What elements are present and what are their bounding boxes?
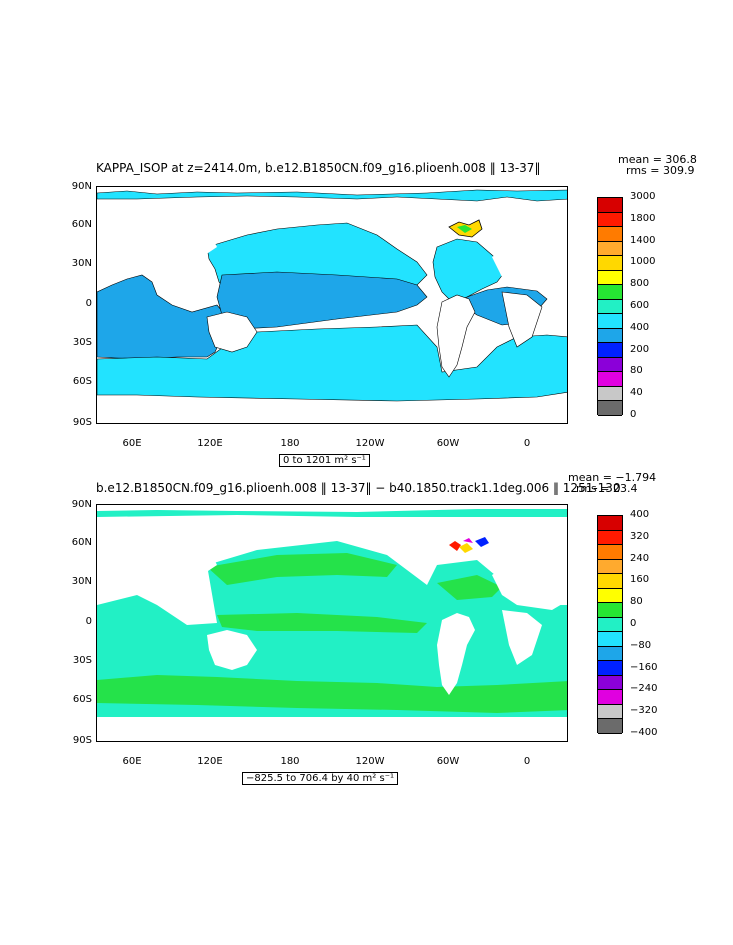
lat-label: 60S: [72, 694, 92, 705]
colorbar-label: 1400: [630, 234, 656, 246]
colorbar-swatch: [598, 386, 622, 402]
colorbar-label: −160: [630, 661, 658, 673]
colorbar-label: −80: [630, 639, 652, 651]
colorbar-label: 800: [630, 278, 650, 290]
colorbar-label: −400: [630, 727, 658, 738]
colorbar-swatch: [598, 212, 622, 228]
lat-label: 0: [85, 616, 92, 627]
colorbar-swatch: [598, 646, 622, 662]
colorbar-swatch: [598, 675, 622, 691]
contour-range-box: −825.5 to 706.4 by 40 m² s⁻¹: [242, 772, 398, 785]
colorbar-label: 400: [630, 509, 650, 520]
lat-label: 0: [85, 298, 92, 309]
colorbar-swatch: [598, 227, 622, 242]
colorbar-label: −240: [630, 683, 658, 695]
colorbar: [597, 515, 623, 734]
lat-label: 60S: [72, 376, 92, 387]
colorbar-swatch: [598, 314, 622, 329]
colorbar-label: 240: [630, 552, 650, 564]
colorbar-swatch: [598, 530, 622, 546]
stat-mean: mean = 306.8: [618, 153, 697, 166]
lon-label: 180: [280, 438, 300, 449]
lon-label: 60E: [122, 438, 142, 449]
lon-label: 0: [523, 756, 531, 767]
contour-range-box: 0 to 1201 m² s⁻¹: [279, 454, 370, 467]
colorbar-swatch: [598, 372, 622, 387]
colorbar-label: 40: [630, 387, 643, 399]
colorbar-swatch: [598, 559, 622, 575]
colorbar-label: 3000: [630, 191, 656, 202]
lon-label: 120W: [355, 438, 385, 449]
colorbar-label: 200: [630, 343, 650, 355]
colorbar-label: −320: [630, 705, 658, 717]
panel-title: KAPPA_ISOP at z=2414.0m, b.e12.B1850CN.f…: [96, 161, 541, 175]
colorbar-swatch: [598, 617, 622, 633]
stat-mean: mean = −1.794: [568, 471, 657, 484]
lon-label: 180: [280, 756, 300, 767]
colorbar-label: 320: [630, 530, 650, 542]
colorbar-label: 0: [630, 409, 637, 420]
lat-label: 90N: [71, 181, 92, 192]
lat-label: 90N: [71, 499, 92, 510]
lon-label: 0: [523, 438, 531, 449]
colorbar-swatch: [598, 661, 622, 676]
colorbar-label: 80: [630, 596, 643, 608]
colorbar-swatch: [598, 241, 622, 257]
colorbar-label: 160: [630, 574, 650, 586]
colorbar-swatch: [598, 704, 622, 720]
colorbar-swatch: [598, 256, 622, 271]
lon-label: 120E: [197, 438, 223, 449]
lat-label: 90S: [72, 417, 92, 428]
lat-label: 30S: [72, 655, 92, 666]
colorbar: [597, 197, 623, 416]
colorbar-swatch: [598, 198, 622, 213]
colorbar-swatch: [598, 270, 622, 286]
colorbar-label: 600: [630, 300, 650, 311]
colorbar-swatch: [598, 690, 622, 705]
lon-label: 120E: [197, 756, 223, 767]
stat-rms: rms = 309.9: [626, 164, 695, 177]
colorbar-label: 80: [630, 365, 643, 377]
map-panel-kappa-isop: KAPPA_ISOP at z=2414.0m, b.e12.B1850CN.f…: [0, 153, 733, 475]
ocean-field: [97, 189, 567, 423]
colorbar-swatch: [598, 357, 622, 373]
colorbar-label: 400: [630, 321, 650, 333]
colorbar-swatch: [598, 603, 622, 618]
colorbar-swatch: [598, 632, 622, 647]
ocean-map: [96, 186, 568, 424]
colorbar-label: 0: [630, 618, 637, 629]
lon-label: 60W: [436, 438, 460, 449]
colorbar-swatch: [598, 299, 622, 315]
colorbar-label: 1800: [630, 212, 656, 224]
colorbar-swatch: [598, 516, 622, 531]
ocean-map: [96, 504, 568, 742]
lat-label: 60N: [71, 537, 92, 548]
lat-label: 30N: [71, 258, 92, 269]
colorbar-swatch: [598, 328, 622, 344]
ocean-field: [97, 509, 567, 741]
lat-label: 60N: [71, 219, 92, 230]
lat-label: 30N: [71, 576, 92, 587]
colorbar-swatch: [598, 285, 622, 300]
colorbar-swatch: [598, 588, 622, 604]
lon-label: 120W: [355, 756, 385, 767]
lon-label: 60W: [436, 756, 460, 767]
stat-rms: rms = 23.4: [576, 482, 638, 495]
panel-title: b.e12.B1850CN.f09_g16.plioenh.008 ‖ 13-3…: [96, 481, 621, 495]
map-panel-difference: b.e12.B1850CN.f09_g16.plioenh.008 ‖ 13-3…: [0, 471, 733, 793]
greenland-hotspot: [448, 219, 483, 238]
colorbar-swatch: [598, 574, 622, 589]
greenland-anomaly: [449, 537, 489, 553]
colorbar-swatch: [598, 343, 622, 358]
colorbar-swatch: [598, 401, 622, 416]
lat-label: 90S: [72, 735, 92, 746]
colorbar-swatch: [598, 719, 622, 734]
colorbar-swatch: [598, 545, 622, 560]
lon-label: 60E: [122, 756, 142, 767]
lat-label: 30S: [72, 337, 92, 348]
colorbar-label: 1000: [630, 256, 656, 268]
